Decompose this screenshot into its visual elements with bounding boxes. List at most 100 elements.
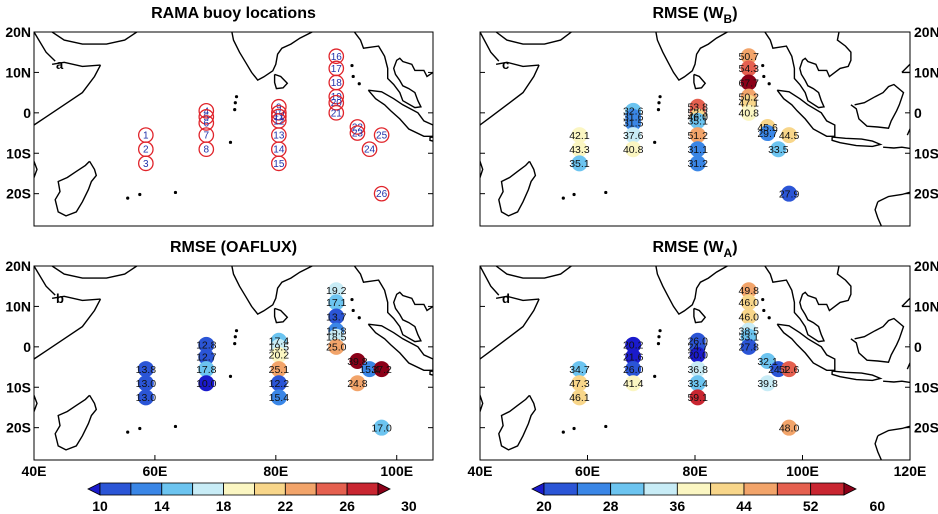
lon-ticks: 40E 60E 80E 100E 40E 60E 80E 100E 120E [22,455,926,479]
lon-tick-label: 100E [786,463,819,479]
lat-tick-label: 0 [23,339,31,355]
buoy-id: 23 [352,129,364,140]
colorbar-segment [810,482,845,496]
rmse-marker [740,338,757,355]
rmse-marker [740,74,757,91]
coastline [273,307,289,324]
rmse-value: 35.1 [687,116,708,128]
buoy-id: 16 [331,52,343,63]
rmse-value: 48.0 [779,422,800,434]
rmse-marker [689,375,706,392]
buoy-id: 19 [331,92,343,103]
coastline [850,83,905,129]
rmse-value: 50.7 [739,51,760,63]
coastline [480,32,500,62]
island-dot [233,335,237,339]
buoy-marker [270,104,287,121]
buoy-id: 1 [143,131,149,142]
island-dot [351,308,355,313]
rmse-value: 13.0 [136,378,157,390]
rmse-value: 51.2 [687,130,708,142]
colorbar-extend-high [377,482,391,496]
lon-tick-label: 80E [683,463,708,479]
coastline [54,394,98,451]
island-dot [767,316,771,320]
buoy-marker [270,155,287,172]
buoy-id: 17 [331,64,343,75]
buoy-marker [373,185,390,202]
rmse-marker [689,346,706,363]
rmse-value: 12.2 [269,378,290,390]
lat-tick-label: 20S [6,420,31,436]
island-dot [561,430,565,434]
panel-title-main: RMSE (W [652,239,724,256]
rmse-value: 19.5 [269,342,290,354]
colorbar-segment [254,482,286,496]
coastline [831,136,883,148]
rmse-value: 46.0 [687,111,708,123]
lat-tick-label: 10N [914,298,938,314]
rmse-value: 26.0 [687,336,708,348]
panel-letter: b [56,291,64,306]
rmse-value: 32.1 [757,356,778,368]
island-dot [561,196,565,200]
rmse-value: 53.8 [687,102,708,114]
coastline [51,266,139,279]
map-frame [33,31,434,227]
rmse-value: 67.7 [739,77,760,89]
rmse-marker [689,141,706,158]
rmse-marker [328,338,345,355]
rmse-value: 47.3 [569,378,590,390]
lon-tick-label: 100E [380,463,413,479]
rmse-marker [349,375,366,392]
rmse-marker [198,336,215,353]
buoy-marker [198,109,215,125]
map-frame [479,31,911,227]
rmse-value: 52.3 [687,108,708,120]
coastline [451,319,510,363]
rmse-value: 34.7 [569,364,590,376]
coastline [874,435,883,460]
rmse-value: 38.5 [739,325,760,337]
rmse-value: 18.5 [326,332,347,344]
lat-tick-label: 0 [914,105,922,121]
rmse-value: 26.0 [623,364,644,376]
rmse-value: 50.2 [739,91,760,103]
panel-title: RAMA buoy locations [151,5,316,22]
rmse-marker [740,308,757,325]
rmse-value: 32.6 [623,106,644,118]
rmse-marker [781,127,798,144]
colorbar-segment [643,482,678,496]
rmse-value: 17.4 [269,336,290,348]
buoy-id: 18 [331,78,343,89]
coastline [901,63,910,74]
rmse-value: 24.1 [768,364,789,376]
coastline [498,394,537,451]
coastline [480,64,540,179]
coastline [495,61,540,68]
coastline [901,297,910,308]
rmse-marker [781,419,798,436]
buoy-id: 21 [331,108,343,119]
coastline [34,32,56,62]
buoy-marker [198,102,215,119]
panel-d-rmse-wa: 34.747.346.120.221.626.041.426.024.720.0… [479,239,911,461]
rmse-marker [781,185,798,202]
colorbar-label: 36 [670,498,686,514]
rmse-value: 15.8 [326,325,347,337]
island-dot [351,74,355,79]
rmse-marker [625,114,642,131]
rmse-marker [328,282,345,299]
island-dot [653,140,657,144]
coastline [655,32,729,82]
rmse-value: 40.8 [623,144,644,156]
coastline [515,342,545,370]
island-dot [656,342,661,346]
colorbar-extend-low [87,482,101,496]
island-dot [233,101,237,105]
island-dot [350,297,354,302]
rmse-marker [770,141,787,158]
lat-tick-label: 0 [23,105,31,121]
coastline [874,201,883,226]
rmse-value: 36.8 [687,364,708,376]
